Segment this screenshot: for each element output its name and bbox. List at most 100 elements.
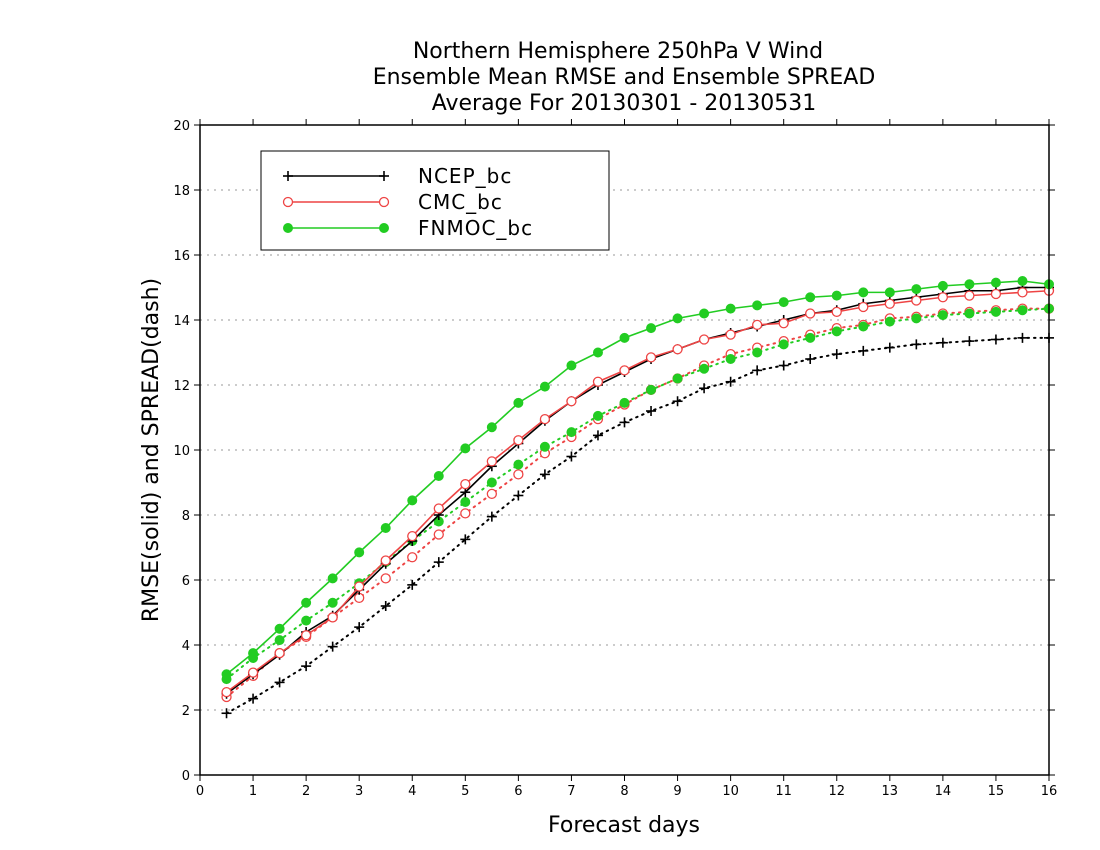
point-NCEP_bc-spread-21 — [778, 360, 789, 371]
point-NCEP_bc-spread-22 — [805, 354, 816, 364]
point-NCEP_bc-spread-14 — [592, 430, 603, 441]
point-FNMOC_bc-rmse-15 — [619, 332, 630, 343]
y-tick-label-1: 2 — [182, 704, 190, 719]
point-FNMOC_bc-rmse-22 — [805, 292, 816, 303]
legend-marker-right-CMC_bc — [378, 196, 390, 208]
point-FNMOC_bc-spread-22 — [805, 332, 816, 343]
point-FNMOC_bc-spread-9 — [460, 497, 471, 507]
legend-marker-right-NCEP_bc — [379, 171, 389, 181]
point-FNMOC_bc-rmse-4 — [327, 573, 338, 584]
series-NCEP_bc-spread — [221, 332, 1054, 719]
y-tick-label-4: 8 — [182, 509, 190, 524]
point-CMC_bc-spread-8 — [433, 529, 444, 540]
point-CMC_bc-rmse-2 — [274, 647, 285, 659]
point-NCEP_bc-spread-4 — [327, 641, 338, 652]
series-CMC_bc-rmse — [221, 285, 1055, 698]
point-FNMOC_bc-rmse-23 — [831, 290, 842, 301]
x-axis-label: Forecast days — [548, 813, 700, 838]
point-FNMOC_bc-rmse-12 — [539, 381, 550, 392]
point-FNMOC_bc-rmse-0 — [221, 669, 232, 680]
point-FNMOC_bc-spread-15 — [619, 397, 630, 408]
legend-label-NCEP_bc: NCEP_bc — [418, 164, 512, 188]
point-FNMOC_bc-rmse-3 — [301, 597, 312, 608]
point-FNMOC_bc-spread-2 — [274, 635, 285, 646]
point-CMC_bc-rmse-5 — [354, 581, 365, 592]
point-NCEP_bc-spread-3 — [301, 661, 312, 672]
series-line-NCEP_bc-spread — [225, 336, 1050, 715]
y-tick-label-9: 18 — [173, 184, 190, 199]
point-FNMOC_bc-rmse-6 — [380, 523, 391, 533]
series-layer — [221, 276, 1055, 719]
point-NCEP_bc-spread-27 — [937, 337, 948, 348]
point-NCEP_bc-spread-19 — [725, 376, 736, 387]
point-CMC_bc-rmse-24 — [858, 301, 869, 313]
point-CMC_bc-rmse-27 — [937, 292, 949, 303]
point-FNMOC_bc-spread-29 — [990, 306, 1001, 317]
point-NCEP_bc-spread-11 — [513, 490, 524, 501]
y-axis-label: RMSE(solid) and SPREAD(dash) — [139, 278, 164, 622]
point-CMC_bc-rmse-14 — [592, 376, 604, 387]
point-CMC_bc-spread-11 — [513, 469, 524, 480]
point-FNMOC_bc-spread-26 — [911, 313, 922, 324]
y-tick-label-8: 16 — [173, 249, 190, 264]
point-CMC_bc-rmse-30 — [1017, 287, 1028, 298]
point-FNMOC_bc-spread-24 — [858, 321, 869, 332]
y-axis: 0 2 4 6 8 10 12 14 16 18 20 — [173, 119, 1055, 784]
point-NCEP_bc-spread-29 — [990, 334, 1001, 345]
point-FNMOC_bc-rmse-11 — [513, 397, 524, 408]
point-CMC_bc-rmse-18 — [698, 334, 710, 345]
point-FNMOC_bc-spread-16 — [646, 384, 657, 395]
series-line-CMC_bc-rmse — [226, 289, 1050, 693]
legend-label-FNMOC_bc: FNMOC_bc — [418, 216, 533, 240]
point-NCEP_bc-spread-0 — [221, 708, 232, 719]
gridlines — [200, 189, 1049, 711]
x-tick-label-7: 7 — [567, 784, 575, 799]
point-CMC_bc-rmse-7 — [407, 530, 418, 542]
point-FNMOC_bc-rmse-2 — [274, 623, 285, 634]
y-tick-label-3: 6 — [182, 574, 190, 589]
y-tick-label-2: 4 — [182, 639, 190, 654]
legend-marker-right-FNMOC_bc — [379, 223, 389, 233]
point-FNMOC_bc-spread-19 — [725, 354, 736, 364]
point-FNMOC_bc-rmse-1 — [248, 648, 259, 659]
point-FNMOC_bc-rmse-13 — [566, 360, 577, 371]
point-FNMOC_bc-rmse-19 — [725, 303, 736, 314]
point-NCEP_bc-spread-17 — [672, 396, 683, 407]
point-NCEP_bc-spread-26 — [911, 339, 922, 350]
point-FNMOC_bc-spread-12 — [539, 441, 550, 452]
point-CMC_bc-rmse-28 — [964, 290, 975, 301]
point-NCEP_bc-spread-13 — [566, 451, 577, 462]
chart-title-line-1: Northern Hemisphere 250hPa V Wind — [413, 39, 823, 64]
y-tick-label-6: 12 — [173, 379, 190, 394]
point-CMC_bc-rmse-8 — [433, 503, 444, 514]
point-CMC_bc-rmse-26 — [911, 295, 922, 306]
point-FNMOC_bc-spread-18 — [699, 363, 710, 374]
point-FNMOC_bc-rmse-30 — [1017, 276, 1028, 286]
chart-title: Northern Hemisphere 250hPa V Wind Ensemb… — [373, 39, 876, 116]
point-CMC_bc-spread-9 — [460, 508, 471, 519]
point-CMC_bc-rmse-11 — [513, 435, 524, 446]
point-NCEP_bc-spread-16 — [646, 406, 657, 416]
x-tick-label-10: 10 — [722, 784, 739, 799]
point-FNMOC_bc-rmse-20 — [752, 300, 763, 311]
point-NCEP_bc-spread-5 — [354, 622, 365, 633]
point-FNMOC_bc-spread-11 — [513, 459, 524, 470]
point-CMC_bc-rmse-3 — [300, 630, 312, 641]
point-NCEP_bc-spread-23 — [831, 349, 842, 360]
point-CMC_bc-rmse-16 — [645, 352, 657, 363]
point-CMC_bc-rmse-29 — [990, 288, 1002, 300]
point-CMC_bc-rmse-20 — [752, 319, 763, 331]
point-FNMOC_bc-spread-28 — [964, 308, 975, 319]
series-line-CMC_bc-spread — [225, 307, 1050, 698]
x-tick-label-9: 9 — [673, 784, 681, 799]
point-CMC_bc-rmse-0 — [221, 686, 232, 698]
point-NCEP_bc-spread-18 — [699, 383, 710, 394]
point-NCEP_bc-spread-9 — [460, 534, 471, 545]
point-NCEP_bc-spread-15 — [619, 417, 630, 428]
point-NCEP_bc-spread-12 — [539, 469, 550, 480]
legend-box — [260, 150, 610, 251]
point-FNMOC_bc-rmse-17 — [672, 313, 683, 324]
point-NCEP_bc-spread-24 — [858, 345, 869, 356]
point-CMC_bc-rmse-17 — [672, 344, 683, 355]
